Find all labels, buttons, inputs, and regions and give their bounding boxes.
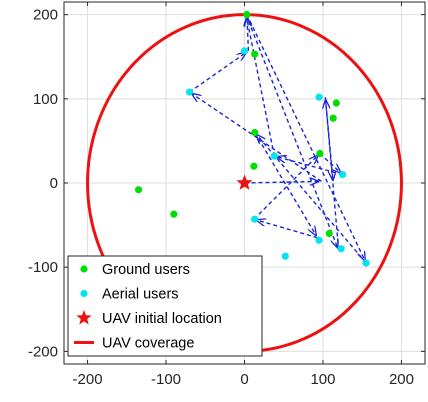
trajectory-arrow: [254, 132, 316, 235]
aerial-user-point: [240, 47, 249, 55]
ground-user-point: [134, 186, 143, 194]
aerial-user-point: [270, 152, 278, 160]
legend-marker: [80, 289, 88, 298]
y-tick-label: -200: [28, 343, 58, 360]
uav-initial-location-marker: [236, 174, 253, 190]
trajectory-arrow: [247, 18, 276, 157]
ground-user-point: [250, 162, 258, 170]
trajectory-arrow: [189, 53, 246, 93]
aerial-user-point: [362, 259, 370, 267]
ground-user-point: [332, 99, 340, 107]
y-tick-label: -100: [28, 259, 58, 276]
legend-label: Aerial users: [102, 287, 179, 303]
ground-user-point: [170, 210, 178, 218]
legend-label: UAV coverage: [102, 336, 194, 352]
trajectory-arrow: [253, 156, 318, 220]
aerial-user-point: [185, 88, 194, 96]
ground-user-point: [316, 149, 324, 158]
ground-user-point: [243, 11, 251, 19]
trajectory-arrow: [277, 157, 343, 176]
legend-label: UAV initial location: [102, 311, 222, 327]
legend-marker: [76, 310, 92, 325]
x-tick-label: -200: [73, 371, 103, 388]
ground-user-point: [329, 114, 337, 122]
ground-user-point: [251, 128, 259, 137]
trajectory-arrow: [319, 153, 341, 173]
ground-user-point: [325, 229, 333, 238]
x-tick-label: 0: [240, 371, 248, 388]
aerial-user-point: [315, 93, 323, 101]
y-tick-label: 0: [50, 175, 58, 192]
legend: Ground users Aerial users UAV initial loca…: [67, 255, 263, 357]
points-layer: [134, 11, 370, 267]
aerial-user-point: [337, 245, 345, 253]
trajectory-arrow: [246, 14, 365, 261]
x-tick-label: 200: [389, 371, 414, 388]
legend-box: [67, 255, 263, 357]
trajectory-arrow: [257, 220, 318, 239]
aerial-user-point: [251, 215, 259, 223]
aerial-user-point: [281, 252, 289, 260]
legend-label: Ground users: [102, 262, 190, 278]
x-tick-label: 100: [310, 371, 335, 388]
x-tick-label: -100: [151, 371, 181, 388]
y-tick-label: 100: [33, 91, 58, 108]
aerial-user-point: [315, 236, 323, 244]
legend-marker: [80, 265, 88, 273]
axis-ticks: -200 -100 0 100 200 -200 -100 0 100 200: [28, 2, 425, 388]
trajectory-arrow: [244, 181, 319, 183]
y-tick-label: 200: [33, 7, 58, 24]
ground-user-point: [251, 50, 259, 58]
aerial-user-point: [338, 170, 347, 179]
trajectory-arrow: [247, 18, 248, 51]
